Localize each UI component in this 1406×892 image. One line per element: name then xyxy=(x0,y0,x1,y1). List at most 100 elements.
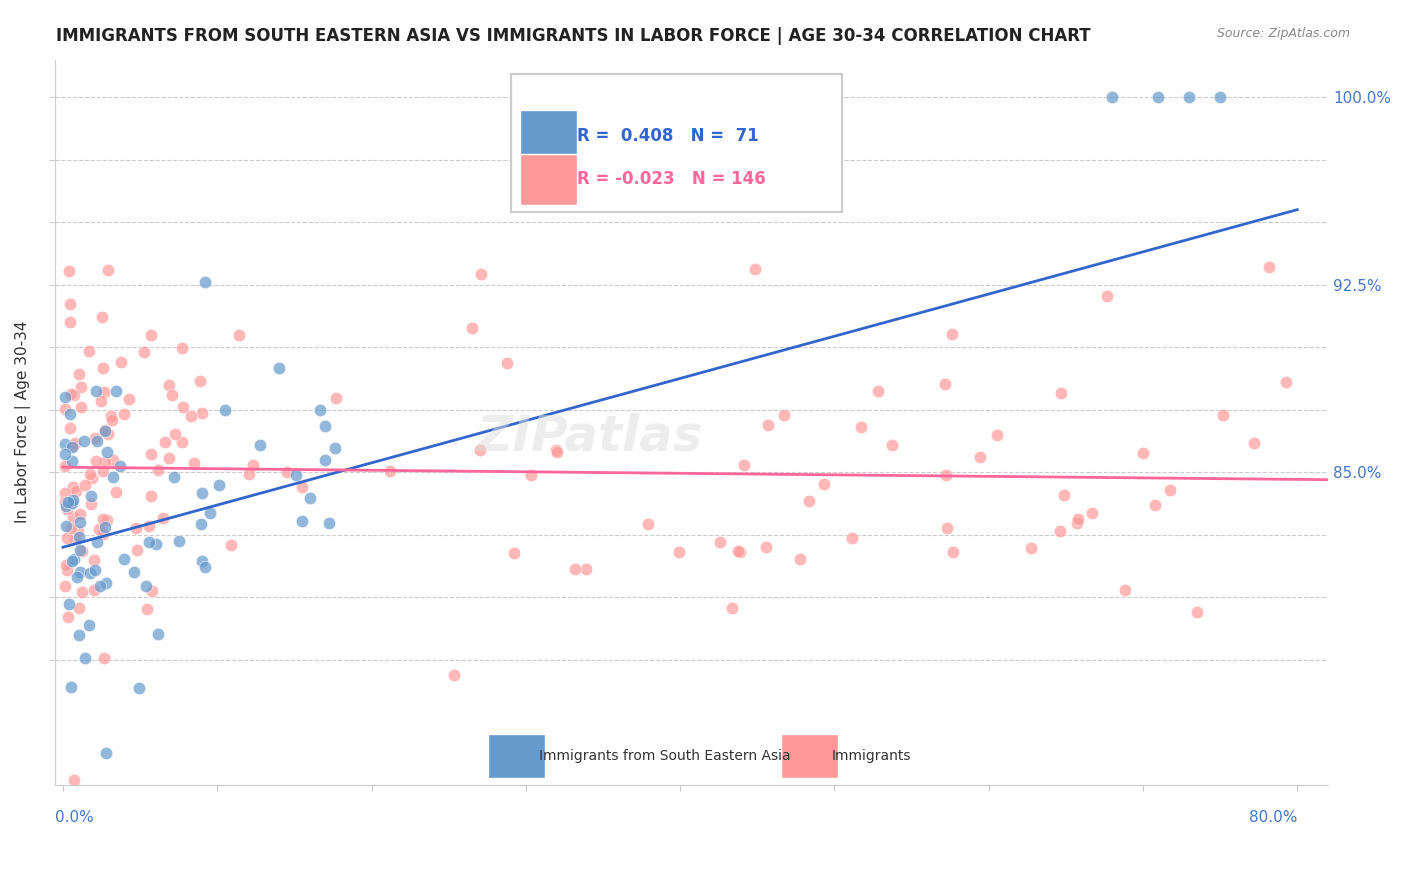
Immigrants xyxy=(799,494,821,508)
Immigrants xyxy=(191,406,214,420)
Immigrants xyxy=(1097,289,1119,303)
Immigrants from South Eastern Asia xyxy=(194,275,217,289)
Immigrants from South Eastern Asia xyxy=(1101,90,1123,104)
Immigrants from South Eastern Asia xyxy=(169,533,191,548)
Immigrants xyxy=(93,423,115,437)
Immigrants xyxy=(101,413,124,427)
Immigrants xyxy=(96,513,118,527)
Immigrants from South Eastern Asia xyxy=(80,489,103,503)
Immigrants xyxy=(183,456,205,470)
Immigrants xyxy=(866,384,889,399)
Immigrants xyxy=(73,477,96,491)
Immigrants xyxy=(69,507,91,521)
Immigrants from South Eastern Asia xyxy=(73,434,96,449)
Immigrants xyxy=(112,408,135,422)
Immigrants xyxy=(1050,386,1073,401)
Immigrants xyxy=(53,579,76,593)
Immigrants xyxy=(84,454,107,468)
Immigrants xyxy=(170,434,193,449)
Immigrants xyxy=(219,538,242,552)
Immigrants xyxy=(159,378,181,392)
Immigrants xyxy=(935,468,957,483)
Immigrants from South Eastern Asia xyxy=(59,407,82,421)
Immigrants from South Eastern Asia xyxy=(191,485,214,500)
Immigrants xyxy=(125,521,148,535)
Immigrants from South Eastern Asia xyxy=(69,515,91,529)
Immigrants xyxy=(1066,516,1088,530)
Immigrants from South Eastern Asia xyxy=(108,459,131,474)
Immigrants xyxy=(63,533,86,547)
Immigrants from South Eastern Asia xyxy=(135,579,157,593)
Immigrants xyxy=(101,453,124,467)
Immigrants xyxy=(520,468,543,483)
Immigrants xyxy=(180,409,202,423)
Immigrants from South Eastern Asia xyxy=(145,537,167,551)
Immigrants xyxy=(935,521,957,535)
Immigrants xyxy=(1081,506,1104,520)
Immigrants from South Eastern Asia xyxy=(69,566,91,580)
Immigrants xyxy=(67,524,90,539)
Immigrants xyxy=(56,609,79,624)
Immigrants from South Eastern Asia xyxy=(267,361,290,376)
Immigrants from South Eastern Asia xyxy=(53,390,76,404)
Immigrants xyxy=(70,585,93,599)
Immigrants xyxy=(755,540,778,554)
Immigrants xyxy=(325,391,347,405)
Immigrants from South Eastern Asia xyxy=(94,575,117,590)
Immigrants xyxy=(709,535,731,549)
Immigrants from South Eastern Asia xyxy=(63,552,86,566)
Immigrants xyxy=(637,516,659,531)
Immigrants from South Eastern Asia xyxy=(96,445,118,459)
Immigrants from South Eastern Asia xyxy=(249,438,271,452)
Immigrants from South Eastern Asia xyxy=(318,516,340,530)
Immigrants from South Eastern Asia xyxy=(128,681,150,696)
Immigrants xyxy=(72,544,94,558)
Immigrants xyxy=(65,484,87,499)
Immigrants xyxy=(93,512,115,526)
Immigrants xyxy=(87,522,110,536)
Immigrants xyxy=(62,438,84,452)
FancyBboxPatch shape xyxy=(488,734,546,778)
Immigrants xyxy=(882,437,904,451)
Immigrants from South Eastern Asia xyxy=(60,440,83,454)
Immigrants xyxy=(986,428,1008,442)
Immigrants from South Eastern Asia xyxy=(105,384,128,399)
Immigrants from South Eastern Asia xyxy=(314,418,336,433)
Immigrants from South Eastern Asia xyxy=(298,491,321,505)
Immigrants from South Eastern Asia xyxy=(94,424,117,438)
Immigrants xyxy=(378,464,401,478)
Immigrants xyxy=(1114,583,1136,598)
Immigrants xyxy=(188,375,211,389)
Immigrants xyxy=(53,494,76,508)
Immigrants from South Eastern Asia xyxy=(53,437,76,451)
Immigrants xyxy=(170,342,193,356)
Immigrants from South Eastern Asia xyxy=(198,506,221,520)
Immigrants from South Eastern Asia xyxy=(96,746,118,760)
Immigrants from South Eastern Asia xyxy=(314,453,336,467)
Immigrants xyxy=(104,485,127,500)
Text: 80.0%: 80.0% xyxy=(1249,810,1298,825)
Immigrants xyxy=(1212,408,1234,422)
Immigrants xyxy=(93,384,115,399)
Immigrants xyxy=(94,454,117,468)
FancyBboxPatch shape xyxy=(520,154,578,204)
Immigrants from South Eastern Asia xyxy=(58,597,80,611)
Text: ZIPatlas: ZIPatlas xyxy=(477,413,703,460)
Immigrants xyxy=(58,263,80,277)
Immigrants xyxy=(80,497,103,511)
Immigrants xyxy=(728,545,751,559)
Immigrants xyxy=(934,376,956,391)
Immigrants from South Eastern Asia xyxy=(138,535,160,549)
Immigrants xyxy=(276,465,298,479)
Immigrants from South Eastern Asia xyxy=(89,579,111,593)
Immigrants xyxy=(56,531,79,545)
Immigrants xyxy=(90,394,112,409)
Immigrants xyxy=(1049,524,1071,539)
Immigrants xyxy=(77,343,100,358)
FancyBboxPatch shape xyxy=(510,74,842,212)
Immigrants from South Eastern Asia xyxy=(59,680,82,694)
Immigrants xyxy=(165,427,187,442)
Immigrants xyxy=(1144,498,1167,512)
Immigrants xyxy=(291,480,314,494)
Immigrants xyxy=(70,401,93,415)
